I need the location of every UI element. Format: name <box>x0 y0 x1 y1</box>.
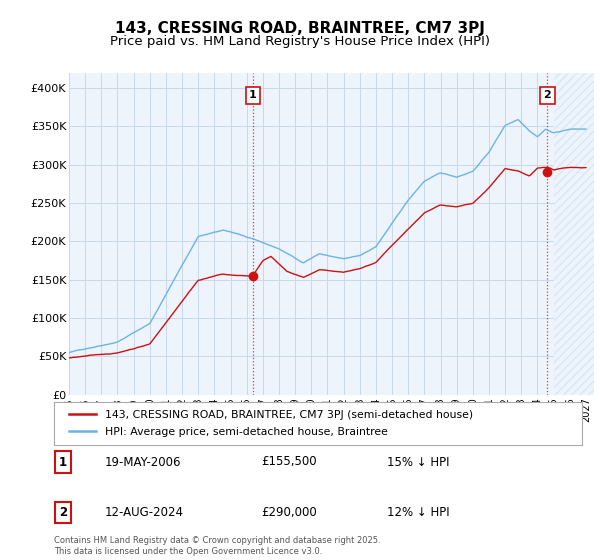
Bar <box>554 73 594 395</box>
Text: 12-AUG-2024: 12-AUG-2024 <box>105 506 184 519</box>
Text: £155,500: £155,500 <box>261 455 317 469</box>
Text: £290,000: £290,000 <box>261 506 317 519</box>
Text: Price paid vs. HM Land Registry's House Price Index (HPI): Price paid vs. HM Land Registry's House … <box>110 35 490 48</box>
Bar <box>554 73 594 395</box>
Text: Contains HM Land Registry data © Crown copyright and database right 2025.
This d: Contains HM Land Registry data © Crown c… <box>54 536 380 556</box>
Text: 19-MAY-2006: 19-MAY-2006 <box>105 455 182 469</box>
Legend: 143, CRESSING ROAD, BRAINTREE, CM7 3PJ (semi-detached house), HPI: Average price: 143, CRESSING ROAD, BRAINTREE, CM7 3PJ (… <box>65 406 477 441</box>
Text: 2: 2 <box>59 506 67 519</box>
Text: 12% ↓ HPI: 12% ↓ HPI <box>387 506 449 519</box>
Text: 1: 1 <box>249 90 257 100</box>
Text: 2: 2 <box>544 90 551 100</box>
Text: 143, CRESSING ROAD, BRAINTREE, CM7 3PJ: 143, CRESSING ROAD, BRAINTREE, CM7 3PJ <box>115 21 485 36</box>
Text: 15% ↓ HPI: 15% ↓ HPI <box>387 455 449 469</box>
Text: 1: 1 <box>59 455 67 469</box>
